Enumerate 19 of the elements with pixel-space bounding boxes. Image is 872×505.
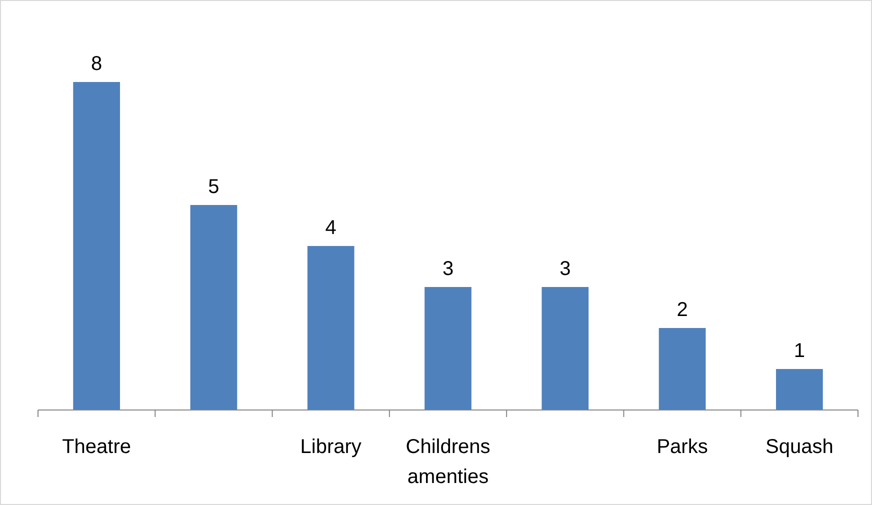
data-label: 1 xyxy=(794,340,805,362)
bar xyxy=(658,328,706,410)
data-label: 4 xyxy=(325,217,336,239)
bar xyxy=(776,369,823,410)
data-label: 8 xyxy=(91,53,102,75)
data-label: 5 xyxy=(208,176,220,198)
x-tick-label: Library xyxy=(300,436,362,458)
data-label: 3 xyxy=(442,258,454,280)
x-tick-label: Squash xyxy=(766,436,834,458)
bar xyxy=(424,287,472,410)
x-tick-label: Parks xyxy=(656,436,708,458)
bar xyxy=(307,246,354,410)
bar xyxy=(190,205,238,410)
x-tick-label: Theatre xyxy=(62,436,132,458)
data-label: 2 xyxy=(676,299,688,321)
x-tick-label: Childrens amenties xyxy=(406,436,490,488)
bar xyxy=(73,82,120,410)
bar xyxy=(542,287,589,410)
data-label: 3 xyxy=(560,258,571,280)
